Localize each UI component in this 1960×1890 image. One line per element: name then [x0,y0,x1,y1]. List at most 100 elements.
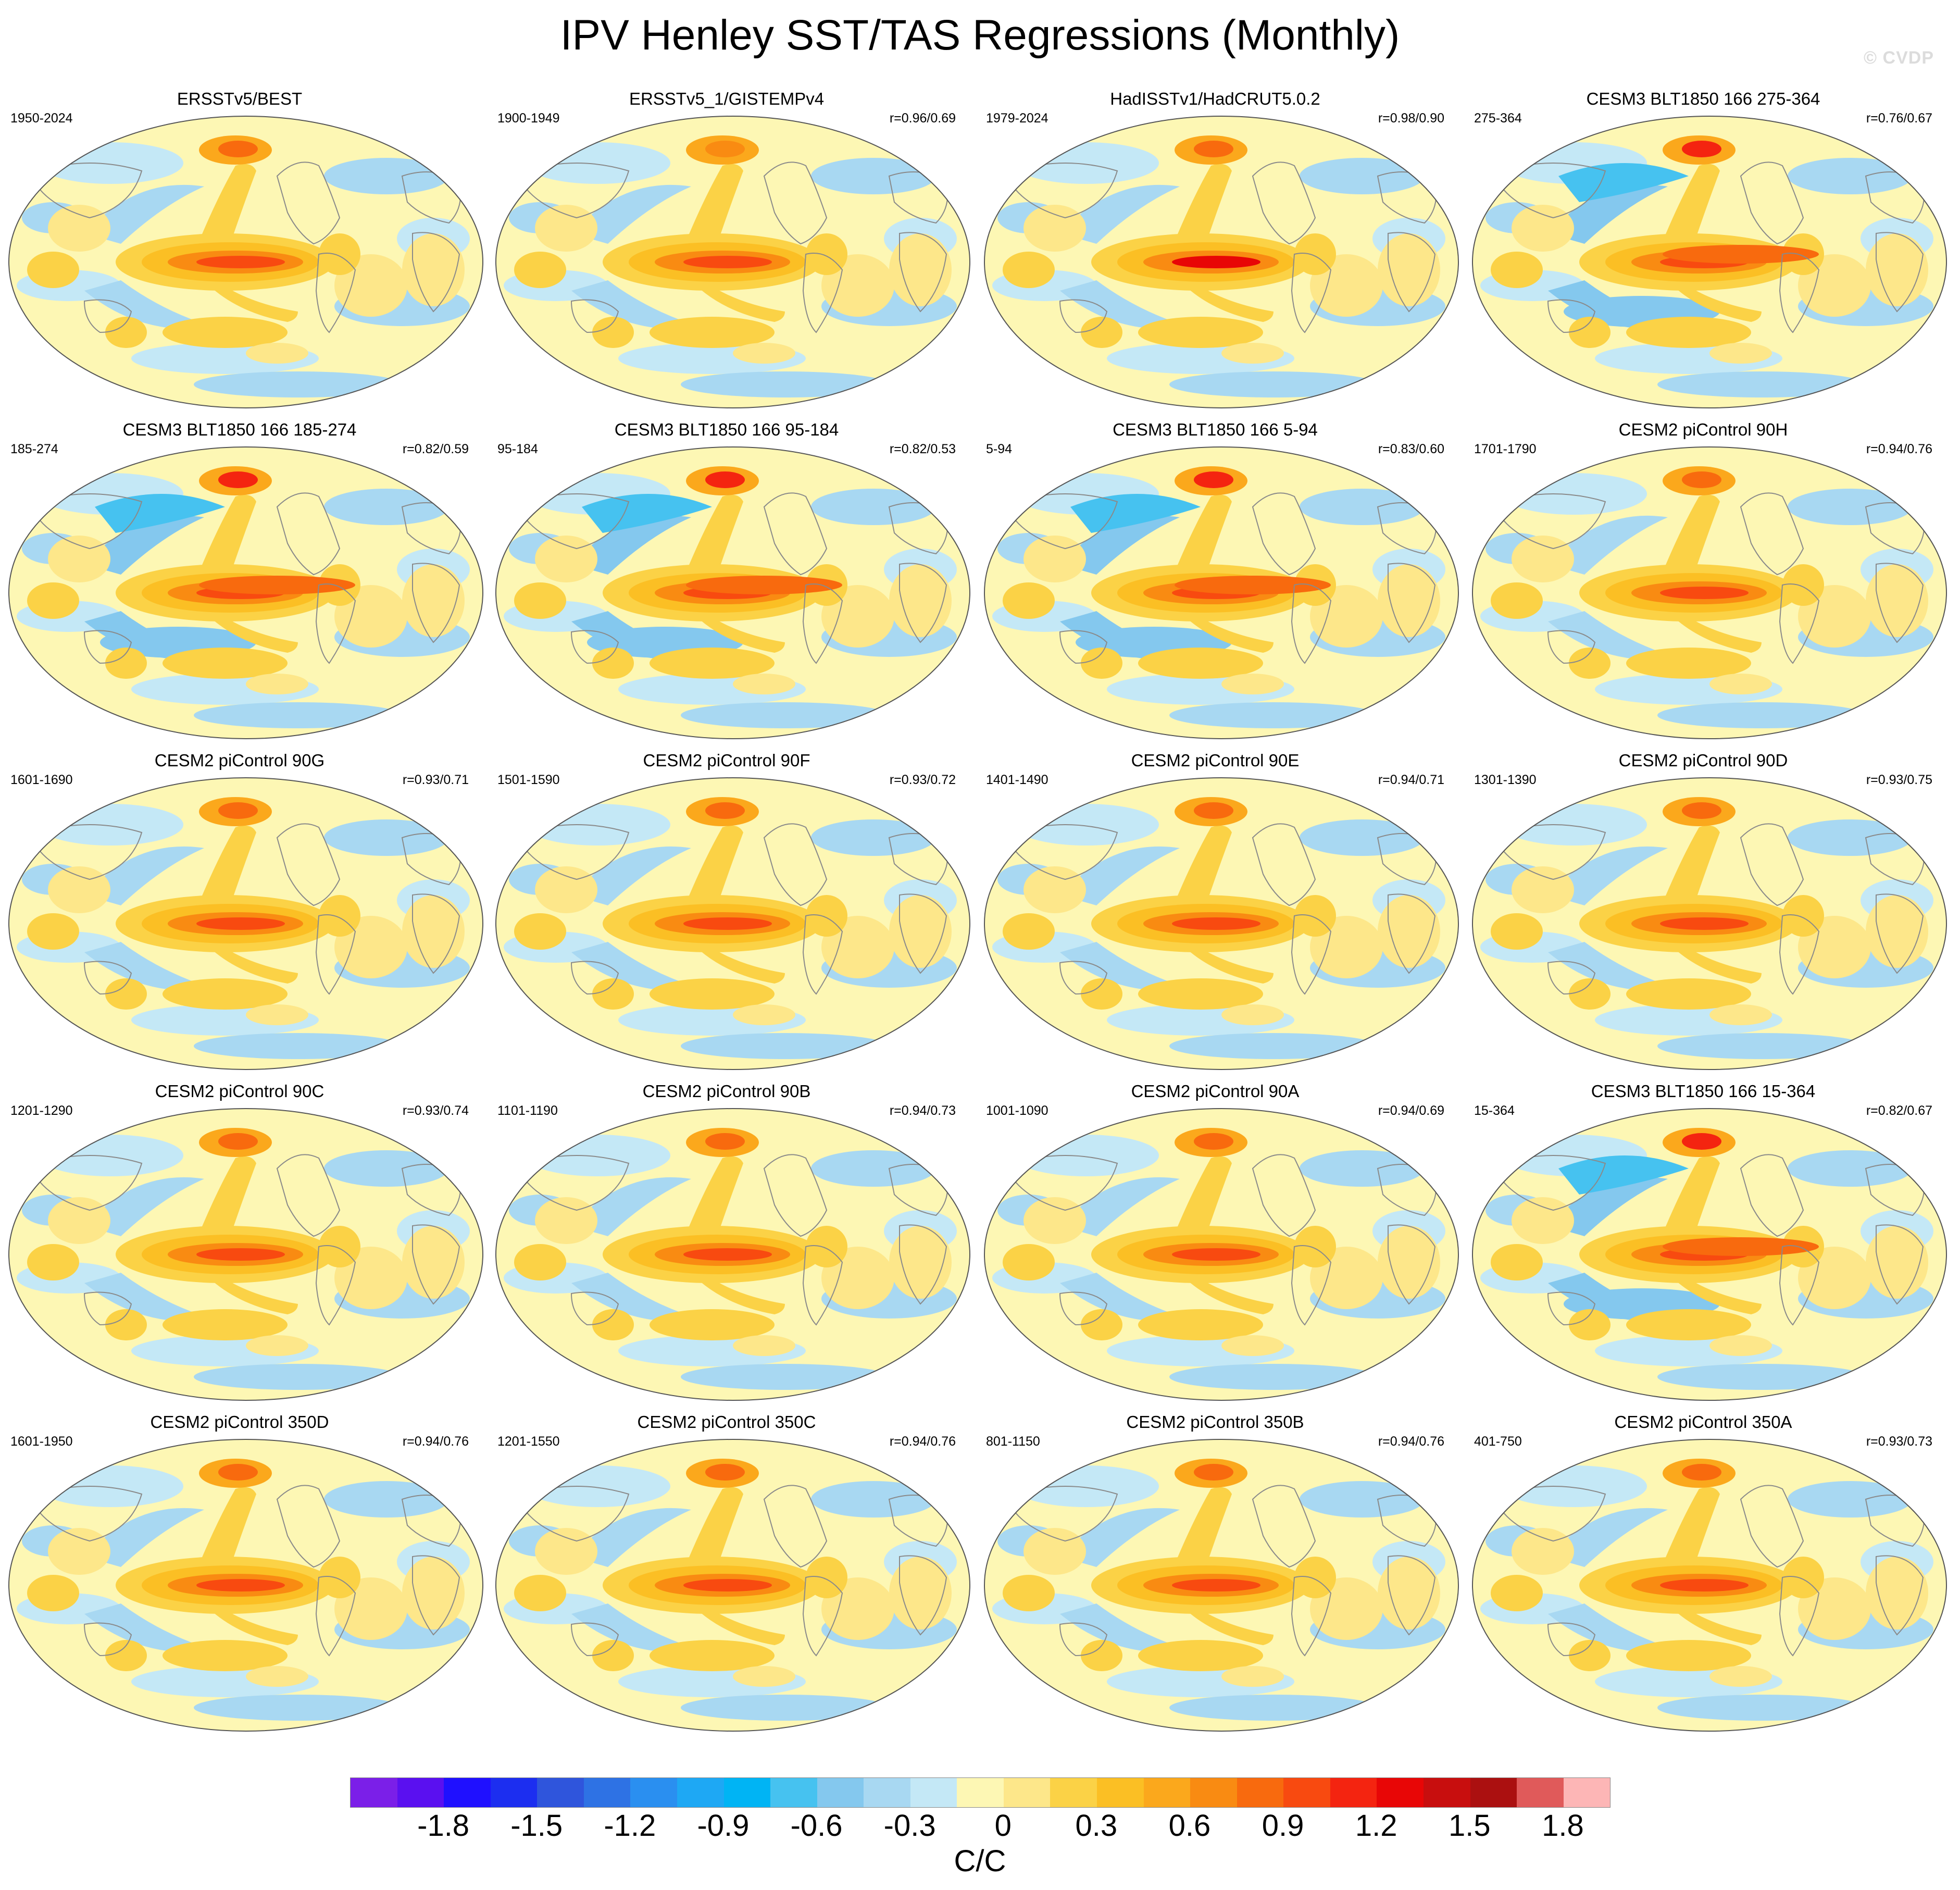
panel-title: CESM3 BLT1850 166 95-184 [614,420,839,439]
south-horseshoe-warm-arm [1663,601,1762,653]
europe-outline [1865,1164,1925,1216]
africa-outline [1388,893,1436,974]
south-america-outline [315,253,356,333]
positive-anomaly-patch [163,317,288,348]
alaska-warm-core [1194,1464,1233,1481]
negative-anomaly-patch [1657,1695,1866,1721]
north-pacific-cool-lobe [1548,1177,1668,1236]
positive-anomaly-patch [1569,648,1611,679]
south-america-outline [802,914,843,995]
panel-year-range: 1201-1550 [497,1434,560,1449]
map-panel: ERSSTv5_1/GISTEMPv4 1900-1949 r=0.96/0.69 [487,89,970,417]
tropical-pacific-warm-core-extended [199,576,355,594]
map-border [1472,1108,1947,1401]
positive-anomaly-patch [1138,648,1263,679]
north-america-outline [1740,161,1804,245]
panel-pattern-correlation: r=0.94/0.76 [889,1434,956,1449]
positive-anomaly-patch [402,1557,465,1630]
negative-anomaly-patch [324,489,449,525]
south-pacific-cool-lobe [1548,1603,1678,1652]
positive-anomaly-patch [1138,1640,1263,1671]
positive-anomaly-patch [1569,317,1611,348]
positive-anomaly-patch [889,895,952,968]
panel-pattern-correlation: r=0.93/0.74 [402,1103,469,1118]
positive-anomaly-patch [246,1666,308,1687]
africa-outline [1876,232,1924,313]
regression-map [984,777,1459,1070]
europe-outline [1377,833,1437,886]
south-horseshoe-warm-arm [199,270,298,322]
positive-anomaly-patch [1023,1197,1086,1244]
positive-anomaly-patch [1709,674,1772,694]
australia-outline [570,1622,619,1657]
europe-outline [401,171,461,224]
north-america-outline [1252,1485,1316,1568]
negative-anomaly-patch [681,1364,889,1390]
north-pacific-cool-lobe [84,515,204,575]
north-pacific-cool-lobe [1060,846,1180,905]
positive-anomaly-patch [1866,895,1928,968]
map-panel: CESM2 piControl 90B 1101-1190 r=0.94/0.73 [487,1081,970,1409]
positive-anomaly-patch [514,252,566,288]
australia-outline [1547,1291,1596,1326]
north-pacific-cool-lobe [1060,1177,1180,1236]
colorbar-swatch [1377,1778,1424,1807]
positive-anomaly-patch [163,648,288,679]
positive-anomaly-patch [733,1004,795,1025]
map-panel: CESM2 piControl 90A 1001-1090 r=0.94/0.69 [976,1081,1459,1409]
positive-anomaly-patch [1569,1640,1611,1671]
europe-outline [888,1495,948,1547]
positive-anomaly-patch [1512,205,1574,252]
colorbar-swatch [351,1778,397,1807]
europe-outline [1865,833,1925,886]
map-panel: CESM2 piControl 350B 801-1150 r=0.94/0.76 [976,1412,1459,1740]
africa-outline [1388,232,1436,313]
australia-outline [83,1622,132,1657]
tropical-pacific-warm-core [683,1579,772,1591]
panel-year-range: 1001-1090 [986,1103,1048,1118]
positive-anomaly-patch [1866,1557,1928,1630]
negative-anomaly-patch [1300,158,1425,194]
alaska-warm-core [218,1464,258,1481]
south-america-outline [315,1576,356,1657]
positive-anomaly-patch [1023,866,1086,913]
south-america-outline [802,1245,843,1326]
negative-anomaly-patch [1169,702,1378,728]
south-horseshoe-warm-arm [686,931,785,984]
positive-anomaly-patch [1512,1197,1574,1244]
positive-anomaly-patch [1221,1666,1284,1687]
positive-anomaly-patch [48,866,110,913]
positive-anomaly-patch [1138,1309,1263,1340]
positive-anomaly-patch [1491,252,1543,288]
north-america-outline [763,492,828,576]
north-pacific-strong-cool-lobe [1070,494,1201,533]
australia-outline [1059,630,1108,664]
north-america-outline [1740,1154,1804,1237]
asia-outline [1013,1155,1118,1211]
europe-outline [1865,502,1925,555]
negative-anomaly-patch [1788,1481,1913,1518]
australia-outline [83,961,132,995]
positive-anomaly-patch [1709,343,1772,364]
regression-map [984,446,1459,739]
africa-outline [1876,893,1924,974]
regression-map [8,446,483,739]
panel-pattern-correlation: r=0.82/0.59 [402,442,469,456]
panel-year-range: 185-274 [10,442,58,456]
north-america-outline [276,823,341,906]
negative-anomaly-patch [811,1481,936,1518]
panel-year-range: 1201-1290 [10,1103,73,1118]
positive-anomaly-patch [592,1640,634,1671]
australia-outline [1547,961,1596,995]
australia-outline [1547,1622,1596,1657]
positive-anomaly-patch [592,1309,634,1340]
negative-anomaly-patch [1169,371,1378,397]
negative-anomaly-patch [38,1135,183,1176]
south-america-outline [1779,914,1820,995]
europe-outline [888,1164,948,1216]
africa-outline [1876,1224,1924,1305]
negative-anomaly-patch [1657,702,1866,728]
europe-outline [888,171,948,224]
positive-anomaly-patch [1003,252,1055,288]
colorbar-tick-label: -1.8 [417,1809,470,1843]
